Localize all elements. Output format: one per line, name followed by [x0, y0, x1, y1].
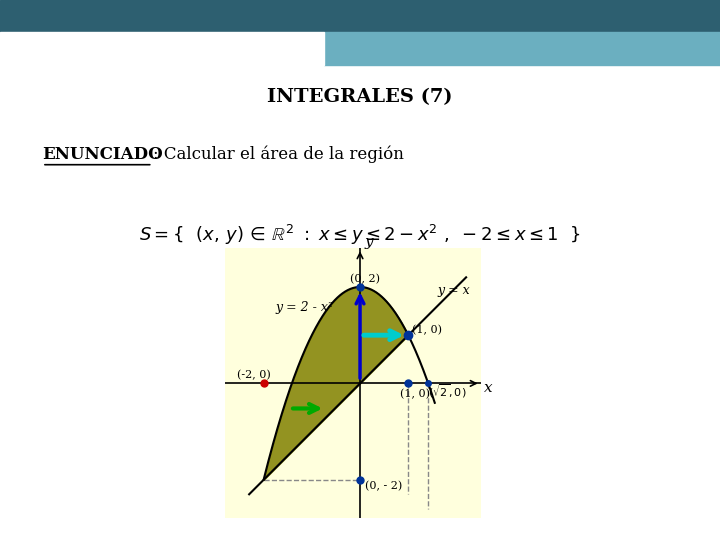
- Text: : Calcular el área de la región: : Calcular el área de la región: [153, 145, 403, 163]
- Text: INTEGRALES (7): INTEGRALES (7): [267, 88, 453, 106]
- Text: ENUNCIADO: ENUNCIADO: [42, 146, 163, 163]
- Text: (1, 0): (1, 0): [412, 325, 442, 335]
- Text: y = 2 - x²: y = 2 - x²: [276, 301, 333, 314]
- Text: $S = \{\ \ (x,\, y)\, \in\, \mathbb{R}^{2}\ :\ x \leq y \leq 2 - x^{2}\ ,\ -2 \l: $S = \{\ \ (x,\, y)\, \in\, \mathbb{R}^{…: [139, 223, 581, 247]
- Text: (-2, 0): (-2, 0): [237, 370, 271, 381]
- Bar: [0, 32, 324, 65]
- Text: y: y: [365, 235, 374, 249]
- Text: (1, 0): (1, 0): [400, 389, 430, 399]
- Bar: [324, 32, 720, 65]
- Text: $(\sqrt{2}, 0)$: $(\sqrt{2}, 0)$: [428, 383, 467, 400]
- Text: y = x: y = x: [437, 284, 470, 297]
- Text: (0, - 2): (0, - 2): [365, 481, 402, 491]
- Text: (0, 2): (0, 2): [351, 274, 380, 284]
- Bar: [0, 0, 720, 32]
- Text: x: x: [485, 381, 493, 395]
